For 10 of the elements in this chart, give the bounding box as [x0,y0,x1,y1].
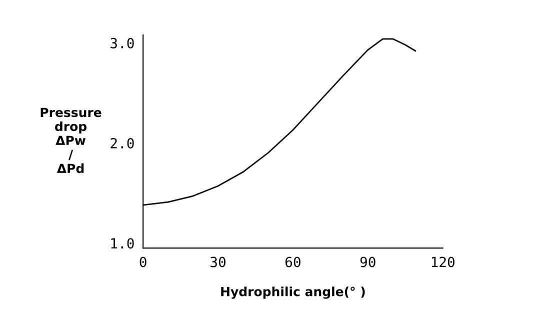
x-tick-label: 120 [432,256,454,268]
y-axis-title: Pressure drop ΔPw / ΔPd [40,108,102,174]
x-axis-title: Hydrophilic angle(° ) [221,286,365,299]
x-tick-label: 0 [140,256,146,268]
y-tick-label: 2.0 [110,138,134,148]
x-tick-label: 30 [210,256,226,268]
x-tick-label: 60 [285,256,300,268]
x-tick-label: 90 [360,256,376,268]
y-tick-label: 3.0 [110,38,134,48]
y-tick-label: 1.0 [111,238,134,249]
